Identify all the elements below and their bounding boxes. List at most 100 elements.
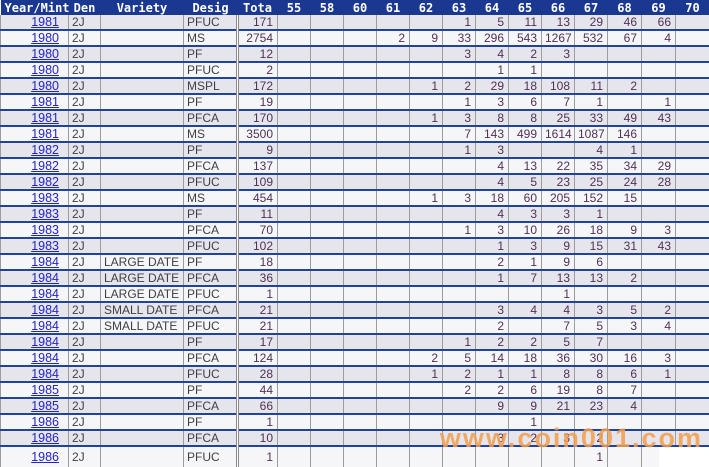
year-link[interactable]: 1984	[31, 367, 59, 381]
table-row: 1984 2J PFCA 124 2 5 14 18 36 30 16 3	[0, 350, 709, 367]
cell-grade-65	[508, 318, 542, 335]
year-link[interactable]: 1986	[31, 431, 59, 445]
table-row: 1983 2J PFCA 70 1 3 10 26 18 9 3	[0, 222, 709, 239]
cell-grade-63: 2	[442, 78, 476, 95]
year-link[interactable]: 1980	[31, 79, 59, 93]
cell-grade-61	[376, 190, 410, 207]
table-row: 1984 2J LARGE DATE PFCA 36 1 7 13 13 2	[0, 270, 709, 287]
col-header-61: 61	[376, 0, 410, 15]
cell-desig: PF	[183, 142, 238, 159]
year-link[interactable]: 1984	[31, 303, 59, 317]
cell-grade-69: 4	[641, 318, 676, 335]
cell-grade-55	[277, 94, 311, 111]
cell-den: 2J	[68, 222, 101, 239]
cell-grade-65	[508, 142, 542, 159]
cell-grade-62	[409, 334, 443, 351]
cell-grade-65: 9	[508, 398, 542, 415]
table-row: 1986 2J PF 1 1	[0, 414, 709, 431]
cell-grade-70	[675, 222, 709, 239]
cell-year: 1983	[0, 206, 69, 223]
cell-grade-64: 3	[475, 222, 509, 239]
cell-grade-69: 1	[641, 366, 676, 383]
year-link[interactable]: 1983	[31, 191, 59, 205]
year-link[interactable]: 1984	[31, 319, 59, 333]
cell-desig: PFCA	[183, 158, 238, 175]
cell-total: 137	[236, 158, 278, 175]
year-link[interactable]: 1985	[31, 399, 59, 413]
cell-grade-64: 29	[475, 78, 509, 95]
cell-grade-55	[277, 126, 311, 143]
cell-desig: PFCA	[183, 398, 238, 415]
year-link[interactable]: 1982	[31, 159, 59, 173]
table-row: 1980 2J PF 12 3 4 2 3	[0, 46, 709, 63]
year-link[interactable]: 1985	[31, 383, 59, 397]
cell-grade-62	[409, 238, 443, 255]
cell-grade-61	[376, 302, 410, 319]
cell-den: 2J	[68, 190, 101, 207]
cell-grade-55	[277, 190, 311, 207]
cell-grade-55	[277, 302, 311, 319]
year-link[interactable]: 1986	[31, 415, 59, 429]
cell-grade-67: 35	[574, 158, 608, 175]
year-link[interactable]: 1981	[31, 15, 59, 29]
cell-grade-68: 2	[607, 78, 642, 95]
cell-grade-55	[277, 398, 311, 415]
cell-year: 1984	[0, 366, 69, 383]
cell-grade-68	[607, 334, 642, 351]
cell-grade-63	[442, 270, 476, 287]
cell-grade-65: 543	[508, 30, 542, 47]
cell-grade-63: 3	[442, 46, 476, 63]
year-link[interactable]: 1981	[31, 95, 59, 109]
cell-grade-58	[310, 270, 344, 287]
cell-grade-64: 4	[475, 174, 509, 191]
year-link[interactable]: 1980	[31, 47, 59, 61]
col-header-68: 68	[607, 0, 642, 15]
cell-grade-58	[310, 366, 344, 383]
cell-den: 2J	[68, 318, 101, 335]
cell-grade-55	[277, 62, 311, 79]
cell-grade-60	[343, 78, 377, 95]
year-link[interactable]: 1980	[31, 63, 59, 77]
year-link[interactable]: 1984	[31, 351, 59, 365]
year-link[interactable]: 1982	[31, 175, 59, 189]
cell-grade-63	[442, 238, 476, 255]
cell-grade-68: 15	[607, 190, 642, 207]
year-link[interactable]: 1981	[31, 111, 59, 125]
year-link[interactable]: 1984	[31, 255, 59, 269]
cell-den: 2J	[68, 46, 101, 63]
year-link[interactable]: 1984	[31, 271, 59, 285]
cell-grade-67: 30	[574, 350, 608, 367]
year-link[interactable]: 1984	[31, 335, 59, 349]
year-link[interactable]: 1984	[31, 287, 59, 301]
cell-grade-67: 1	[574, 94, 608, 111]
cell-grade-58	[310, 414, 344, 431]
cell-den: 2J	[68, 158, 101, 175]
cell-grade-62: 1	[409, 78, 443, 95]
cell-grade-69	[641, 190, 676, 207]
cell-grade-70	[675, 174, 709, 191]
year-link[interactable]: 1982	[31, 143, 59, 157]
year-link[interactable]: 1983	[31, 207, 59, 221]
cell-grade-62	[409, 398, 443, 415]
cell-grade-66: 7	[541, 94, 575, 111]
cell-grade-55	[277, 382, 311, 399]
cell-total: 170	[236, 110, 278, 127]
year-link[interactable]: 1980	[31, 31, 59, 45]
cell-grade-58	[310, 206, 344, 223]
year-link[interactable]: 1981	[31, 127, 59, 141]
cell-grade-63: 1	[442, 15, 476, 31]
year-link[interactable]: 1983	[31, 223, 59, 237]
year-link[interactable]: 1983	[31, 239, 59, 253]
cell-grade-65: 18	[508, 350, 542, 367]
year-link[interactable]: 1986	[31, 450, 59, 464]
cell-desig: PF	[183, 46, 238, 63]
cell-total: 36	[236, 270, 278, 287]
cell-grade-65: 499	[508, 126, 542, 143]
cell-den: 2J	[68, 302, 101, 319]
cell-den: 2J	[68, 286, 101, 303]
cell-grade-60	[343, 126, 377, 143]
cell-grade-55	[277, 334, 311, 351]
cell-grade-61	[376, 398, 410, 415]
cell-year: 1983	[0, 190, 69, 207]
table-row: 1981 2J PFCA 170 1 3 8 8 25 33 49 43	[0, 110, 709, 127]
